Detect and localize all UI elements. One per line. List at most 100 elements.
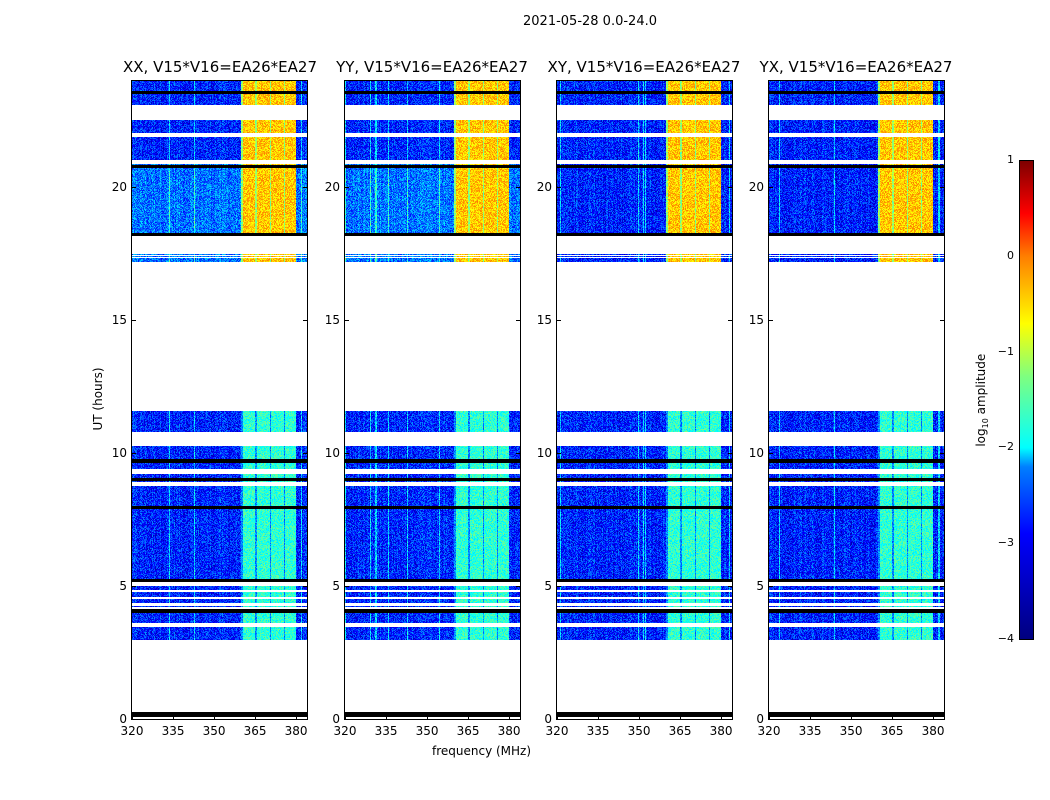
heatmap-yx bbox=[769, 81, 944, 719]
x-tick-label: 335 bbox=[586, 724, 610, 738]
x-tick-label: 365 bbox=[668, 724, 692, 738]
x-tick-label: 350 bbox=[839, 724, 863, 738]
y-tick-label: 20 bbox=[111, 180, 127, 195]
x-tick-label: 380 bbox=[921, 724, 945, 738]
y-tick-mark bbox=[516, 320, 520, 322]
x-tick-mark bbox=[639, 715, 641, 719]
y-tick-label: 15 bbox=[111, 313, 127, 328]
y-tick-mark bbox=[345, 320, 349, 322]
y-tick-label: 20 bbox=[536, 180, 552, 195]
y-tick-mark bbox=[345, 586, 349, 588]
y-tick-label: 15 bbox=[536, 313, 552, 328]
y-tick-label: 15 bbox=[748, 313, 764, 328]
colorbar bbox=[1019, 160, 1034, 640]
x-tick-mark bbox=[386, 715, 388, 719]
panel-xy bbox=[556, 80, 733, 720]
y-tick-mark bbox=[345, 187, 349, 189]
x-tick-label: 320 bbox=[545, 724, 569, 738]
x-tick-mark bbox=[345, 715, 346, 719]
x-tick-mark bbox=[810, 715, 812, 719]
y-tick-label: 0 bbox=[332, 712, 340, 726]
y-tick-mark bbox=[132, 320, 136, 322]
y-tick-mark bbox=[769, 719, 773, 720]
x-tick-label: 335 bbox=[374, 724, 398, 738]
y-tick-label: 5 bbox=[544, 579, 552, 594]
y-tick-mark bbox=[516, 586, 520, 588]
x-tick-label: 365 bbox=[880, 724, 904, 738]
y-tick-mark bbox=[557, 719, 561, 720]
x-tick-mark bbox=[468, 715, 470, 719]
x-tick-mark bbox=[598, 715, 600, 719]
colorbar-label: log10 amplitude bbox=[974, 340, 990, 460]
y-tick-mark bbox=[940, 320, 944, 322]
x-tick-label: 365 bbox=[456, 724, 480, 738]
y-tick-mark bbox=[303, 586, 307, 588]
y-tick-mark bbox=[769, 586, 773, 588]
x-tick-mark bbox=[132, 715, 133, 719]
y-tick-mark bbox=[303, 719, 307, 720]
y-tick-label: 0 bbox=[544, 712, 552, 726]
y-tick-mark bbox=[516, 719, 520, 720]
y-tick-mark bbox=[132, 453, 136, 455]
y-tick-mark bbox=[345, 719, 349, 720]
x-tick-mark bbox=[680, 715, 682, 719]
y-tick-mark bbox=[940, 586, 944, 588]
colorbar-label-base: log bbox=[973, 428, 988, 447]
y-tick-label: 15 bbox=[324, 313, 340, 328]
panel-title-yy: YY, V15*V16=EA26*EA27 bbox=[336, 58, 528, 76]
y-tick-mark bbox=[516, 187, 520, 189]
panel-yx bbox=[768, 80, 945, 720]
y-tick-mark bbox=[303, 187, 307, 189]
y-tick-label: 10 bbox=[324, 446, 340, 461]
x-tick-mark bbox=[892, 715, 894, 719]
y-tick-mark bbox=[940, 187, 944, 189]
x-tick-mark bbox=[173, 715, 175, 719]
x-tick-mark bbox=[509, 715, 511, 719]
x-tick-label: 320 bbox=[757, 724, 781, 738]
y-tick-label: 5 bbox=[332, 579, 340, 594]
colorbar-label-sub: 10 bbox=[981, 418, 991, 429]
x-tick-label: 365 bbox=[243, 724, 267, 738]
y-tick-mark bbox=[557, 187, 561, 189]
y-tick-mark bbox=[132, 719, 136, 720]
x-tick-mark bbox=[851, 715, 853, 719]
colorbar-tick-label: 0 bbox=[1007, 248, 1014, 262]
heatmap-xy bbox=[557, 81, 732, 719]
y-tick-mark bbox=[728, 453, 732, 455]
y-tick-mark bbox=[769, 320, 773, 322]
y-tick-mark bbox=[728, 187, 732, 189]
x-tick-mark bbox=[557, 715, 558, 719]
figure-suptitle: 2021-05-28 0.0-24.0 bbox=[523, 14, 657, 29]
y-tick-mark bbox=[303, 453, 307, 455]
x-tick-mark bbox=[296, 715, 298, 719]
y-axis-label: UT (hours) bbox=[91, 367, 105, 431]
x-tick-label: 320 bbox=[333, 724, 357, 738]
heatmap-xx bbox=[132, 81, 307, 719]
x-tick-label: 320 bbox=[120, 724, 144, 738]
x-tick-mark bbox=[214, 715, 216, 719]
x-tick-label: 380 bbox=[709, 724, 733, 738]
y-tick-mark bbox=[345, 453, 349, 455]
y-tick-mark bbox=[940, 719, 944, 720]
heatmap-yy bbox=[345, 81, 520, 719]
y-tick-mark bbox=[132, 586, 136, 588]
y-tick-mark bbox=[516, 453, 520, 455]
y-tick-label: 20 bbox=[324, 180, 340, 195]
y-tick-mark bbox=[940, 453, 944, 455]
panel-title-xx: XX, V15*V16=EA26*EA27 bbox=[122, 58, 317, 76]
y-tick-mark bbox=[769, 187, 773, 189]
y-tick-label: 5 bbox=[756, 579, 764, 594]
panel-title-yx: YX, V15*V16=EA26*EA27 bbox=[759, 58, 953, 76]
y-tick-mark bbox=[728, 586, 732, 588]
y-tick-mark bbox=[769, 453, 773, 455]
x-tick-label: 380 bbox=[497, 724, 521, 738]
panel-title-xy: XY, V15*V16=EA26*EA27 bbox=[547, 58, 741, 76]
x-tick-mark bbox=[255, 715, 257, 719]
y-tick-mark bbox=[728, 320, 732, 322]
x-tick-label: 335 bbox=[161, 724, 185, 738]
colorbar-tick-label: −3 bbox=[997, 536, 1014, 550]
colorbar-tick-label: −4 bbox=[997, 632, 1014, 645]
x-tick-mark bbox=[427, 715, 429, 719]
x-tick-label: 350 bbox=[627, 724, 651, 738]
y-tick-mark bbox=[557, 453, 561, 455]
